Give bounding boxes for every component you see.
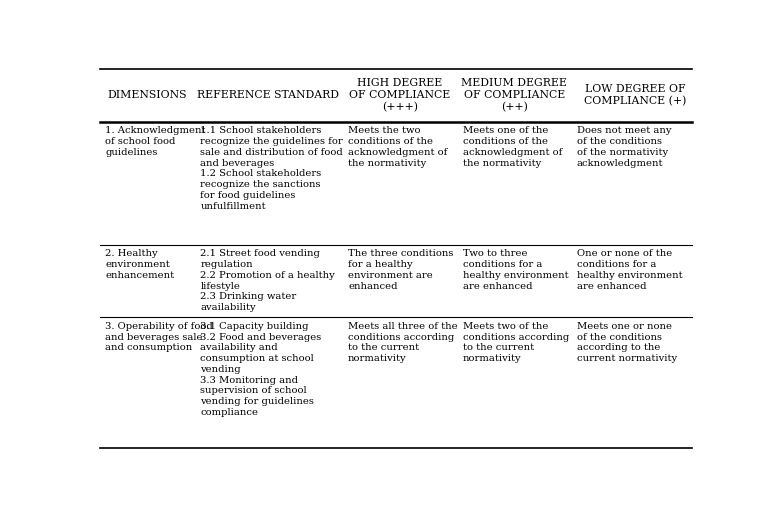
Text: Meets the two
conditions of the
acknowledgment of
the normativity: Meets the two conditions of the acknowle… <box>348 126 447 168</box>
Text: 2. Healthy
environment
enhancement: 2. Healthy environment enhancement <box>105 249 174 280</box>
Text: DIMENSIONS: DIMENSIONS <box>107 90 187 100</box>
Text: The three conditions
for a healthy
environment are
enhanced: The three conditions for a healthy envir… <box>348 249 454 291</box>
Text: 1.1 School stakeholders
recognize the guidelines for
sale and distribution of fo: 1.1 School stakeholders recognize the gu… <box>201 126 343 210</box>
Text: Meets one of the
conditions of the
acknowledgment of
the normativity: Meets one of the conditions of the ackno… <box>463 126 562 168</box>
Text: Does not meet any
of the conditions
of the normativity
acknowledgment: Does not meet any of the conditions of t… <box>576 126 671 168</box>
Text: Meets two of the
conditions according
to the current
normativity: Meets two of the conditions according to… <box>463 322 569 363</box>
Text: Two to three
conditions for a
healthy environment
are enhanced: Two to three conditions for a healthy en… <box>463 249 568 291</box>
Text: 1. Acknowledgment
of school food
guidelines: 1. Acknowledgment of school food guideli… <box>105 126 205 157</box>
Text: 3. Operability of food
and beverages sale
and consumption: 3. Operability of food and beverages sal… <box>105 322 213 353</box>
Text: 2.1 Street food vending
regulation
2.2 Promotion of a healthy
lifestyle
2.3 Drin: 2.1 Street food vending regulation 2.2 P… <box>201 249 335 312</box>
Text: Meets one or none
of the conditions
according to the
current normativity: Meets one or none of the conditions acco… <box>576 322 677 363</box>
Text: REFERENCE STANDARD: REFERENCE STANDARD <box>198 90 339 100</box>
Text: One or none of the
conditions for a
healthy environment
are enhanced: One or none of the conditions for a heal… <box>576 249 682 291</box>
Text: HIGH DEGREE
OF COMPLIANCE
(+++): HIGH DEGREE OF COMPLIANCE (+++) <box>349 78 450 112</box>
Text: LOW DEGREE OF
COMPLIANCE (+): LOW DEGREE OF COMPLIANCE (+) <box>584 84 686 106</box>
Text: Meets all three of the
conditions according
to the current
normativity: Meets all three of the conditions accord… <box>348 322 457 363</box>
Text: MEDIUM DEGREE
OF COMPLIANCE
(++): MEDIUM DEGREE OF COMPLIANCE (++) <box>461 78 567 112</box>
Text: 3.1 Capacity building
3.2 Food and beverages
availability and
consumption at sch: 3.1 Capacity building 3.2 Food and bever… <box>201 322 321 417</box>
